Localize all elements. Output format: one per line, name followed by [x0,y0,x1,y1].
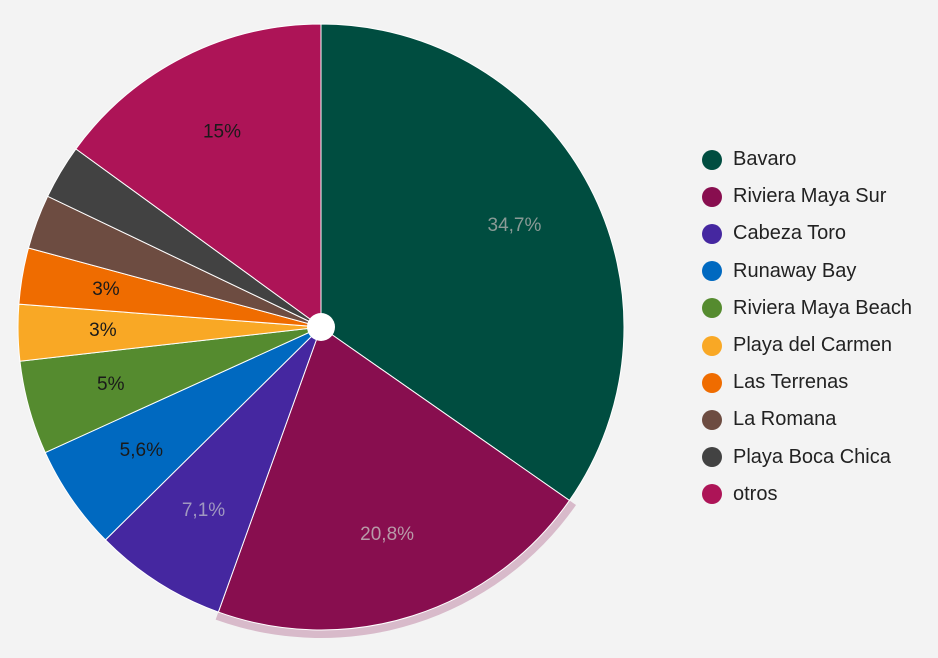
legend-item[interactable]: Cabeza Toro [702,215,912,252]
legend-label: Runaway Bay [733,259,857,282]
legend-item[interactable]: Playa Boca Chica [702,439,912,476]
legend-label: Riviera Maya Sur [733,185,887,208]
legend-item[interactable]: Las Terrenas [702,364,912,401]
legend-swatch [702,149,722,170]
legend-label: Bavaro [733,148,797,171]
slice-label: 34,7% [488,215,542,236]
legend-swatch [702,261,722,282]
legend-swatch [702,186,722,207]
slice-label: 15% [203,122,241,143]
slice-label: 3% [89,320,117,341]
pie-slice[interactable] [320,23,625,502]
legend-swatch [702,484,722,505]
slice-label: 7,1% [182,500,225,521]
legend-label: Cabeza Toro [733,222,847,245]
legend-label: Las Terrenas [733,371,849,394]
legend-label: otros [733,482,778,505]
center-hole [307,313,335,341]
legend-swatch [702,447,722,468]
slice-label: 20,8% [360,524,414,545]
slice-label: 5% [97,374,125,395]
legend-label: La Romana [733,408,837,431]
legend-label: Riviera Maya Beach [733,296,912,319]
legend-item[interactable]: otros [702,476,912,513]
legend-item[interactable]: Runaway Bay [702,253,912,290]
legend-swatch [702,372,722,393]
legend-item[interactable]: Riviera Maya Beach [702,290,912,327]
legend-swatch [702,335,722,356]
legend-item[interactable]: Playa del Carmen [702,327,912,364]
pie-slice[interactable] [217,326,571,631]
legend-label: Playa del Carmen [733,334,892,357]
legend-swatch [702,298,722,319]
legend-label: Playa Boca Chica [733,445,891,468]
legend: Bavaro Riviera Maya Sur Cabeza Toro Runa… [702,141,912,513]
pie-slice[interactable] [75,23,322,328]
legend-item[interactable]: La Romana [702,401,912,438]
legend-item[interactable]: Bavaro [702,141,912,178]
slice-label: 5,6% [120,440,163,461]
legend-item[interactable]: Riviera Maya Sur [702,178,912,215]
legend-swatch [702,409,722,430]
legend-swatch [702,223,722,244]
slice-label: 3% [92,279,120,300]
pie-slice[interactable] [104,326,322,613]
